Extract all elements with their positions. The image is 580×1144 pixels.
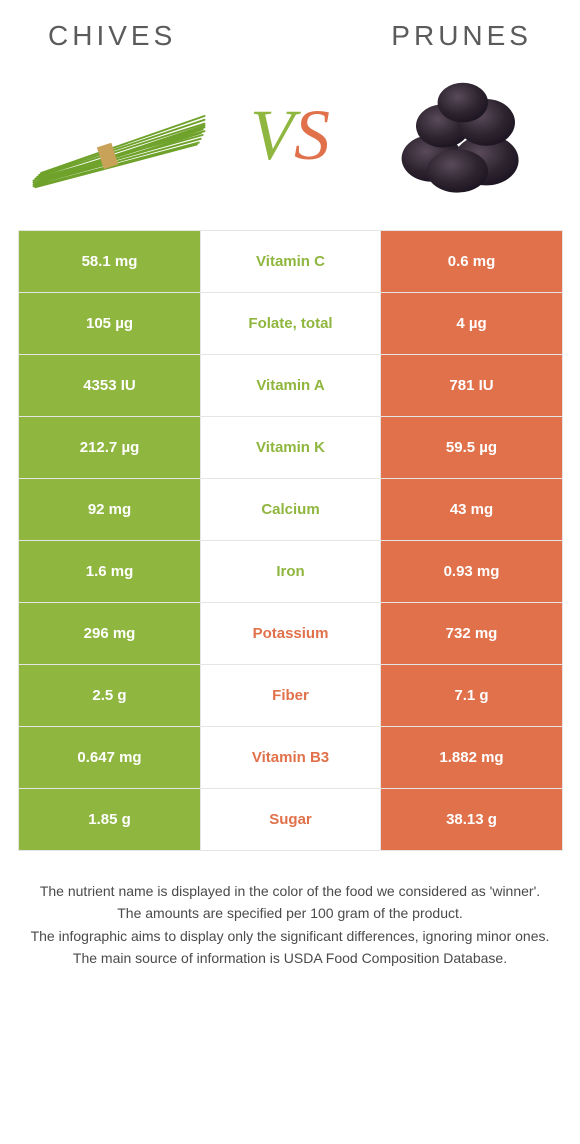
value-left: 1.85 g — [19, 789, 201, 851]
footnote-line: The nutrient name is displayed in the co… — [28, 881, 552, 901]
table-row: 296 mgPotassium732 mg — [19, 603, 563, 665]
chives-image — [24, 70, 214, 200]
footnote-line: The amounts are specified per 100 gram o… — [28, 903, 552, 923]
vs-s: S — [294, 94, 330, 177]
vs-row: VS — [18, 70, 562, 200]
value-left: 0.647 mg — [19, 727, 201, 789]
nutrient-label: Potassium — [201, 603, 381, 665]
nutrient-table: 58.1 mgVitamin C0.6 mg105 µgFolate, tota… — [18, 230, 563, 851]
nutrient-label: Vitamin A — [201, 355, 381, 417]
value-left: 58.1 mg — [19, 231, 201, 293]
value-right: 0.93 mg — [381, 541, 563, 603]
value-right: 7.1 g — [381, 665, 563, 727]
value-right: 732 mg — [381, 603, 563, 665]
nutrient-label: Iron — [201, 541, 381, 603]
table-row: 1.6 mgIron0.93 mg — [19, 541, 563, 603]
table-row: 4353 IUVitamin A781 IU — [19, 355, 563, 417]
table-row: 92 mgCalcium43 mg — [19, 479, 563, 541]
value-left: 92 mg — [19, 479, 201, 541]
value-left: 296 mg — [19, 603, 201, 665]
table-row: 2.5 gFiber7.1 g — [19, 665, 563, 727]
table-row: 1.85 gSugar38.13 g — [19, 789, 563, 851]
title-right: Prunes — [391, 20, 532, 52]
footnote-line: The infographic aims to display only the… — [28, 926, 552, 946]
value-left: 105 µg — [19, 293, 201, 355]
value-right: 38.13 g — [381, 789, 563, 851]
value-left: 212.7 µg — [19, 417, 201, 479]
table-row: 105 µgFolate, total4 µg — [19, 293, 563, 355]
prunes-icon — [371, 70, 551, 200]
value-left: 1.6 mg — [19, 541, 201, 603]
table-row: 212.7 µgVitamin K59.5 µg — [19, 417, 563, 479]
value-right: 781 IU — [381, 355, 563, 417]
table-row: 0.647 mgVitamin B31.882 mg — [19, 727, 563, 789]
footnote-line: The main source of information is USDA F… — [28, 948, 552, 968]
chives-icon — [24, 75, 214, 195]
nutrient-label: Fiber — [201, 665, 381, 727]
nutrient-label: Vitamin K — [201, 417, 381, 479]
value-right: 1.882 mg — [381, 727, 563, 789]
value-right: 59.5 µg — [381, 417, 563, 479]
value-left: 4353 IU — [19, 355, 201, 417]
title-row: Chives Prunes — [18, 20, 562, 52]
vs-label: VS — [250, 94, 330, 177]
prunes-image — [366, 70, 556, 200]
value-right: 0.6 mg — [381, 231, 563, 293]
footnotes: The nutrient name is displayed in the co… — [18, 881, 562, 968]
nutrient-label: Vitamin B3 — [201, 727, 381, 789]
value-left: 2.5 g — [19, 665, 201, 727]
nutrient-table-body: 58.1 mgVitamin C0.6 mg105 µgFolate, tota… — [19, 231, 563, 851]
comparison-infographic: Chives Prunes — [0, 0, 580, 1000]
nutrient-label: Calcium — [201, 479, 381, 541]
value-right: 4 µg — [381, 293, 563, 355]
nutrient-label: Folate, total — [201, 293, 381, 355]
value-right: 43 mg — [381, 479, 563, 541]
nutrient-label: Vitamin C — [201, 231, 381, 293]
nutrient-label: Sugar — [201, 789, 381, 851]
title-left: Chives — [48, 20, 176, 52]
table-row: 58.1 mgVitamin C0.6 mg — [19, 231, 563, 293]
vs-v: V — [250, 94, 294, 177]
